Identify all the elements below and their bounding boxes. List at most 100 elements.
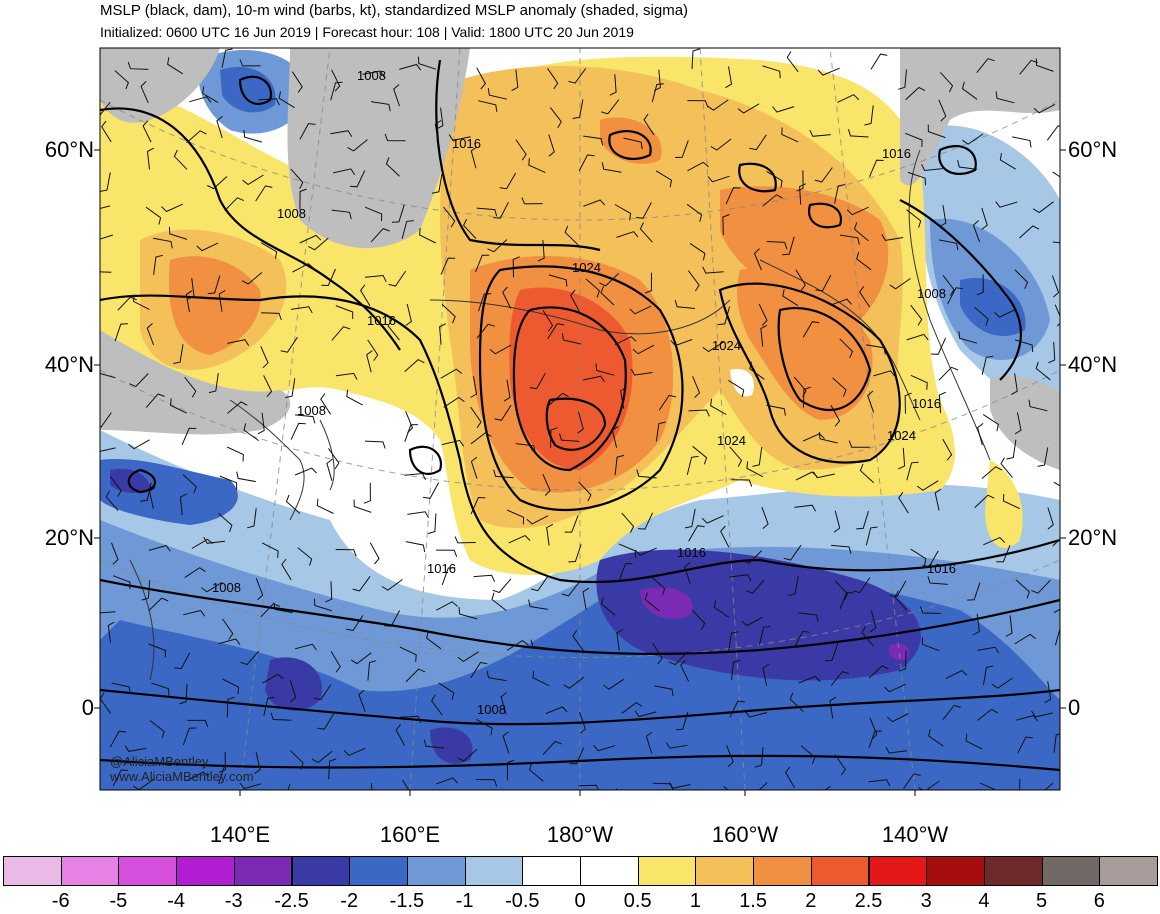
isobar-label: 1016 — [912, 396, 941, 411]
colorbar-swatch — [118, 856, 178, 886]
wind-barb — [191, 538, 214, 549]
wind-barb — [601, 162, 622, 173]
wind-barb — [579, 711, 586, 734]
wind-barb — [112, 769, 129, 787]
wind-barb — [405, 303, 412, 326]
wind-barb — [515, 139, 527, 161]
wind-barb — [635, 202, 652, 219]
wind-barb — [473, 574, 496, 582]
lon-label-160e: 160°E — [379, 822, 441, 847]
wind-barb — [918, 780, 940, 790]
wind-barb — [1053, 481, 1060, 487]
lat-label-60n-right: 60°N — [1068, 137, 1118, 162]
wind-barb — [766, 241, 788, 250]
wind-barb — [726, 745, 734, 768]
wind-barb — [532, 670, 550, 687]
wind-barb — [981, 355, 994, 375]
wind-barb — [208, 373, 219, 394]
wind-barb — [1046, 125, 1060, 141]
colorbar-swatch — [1041, 856, 1101, 886]
wind-barb — [994, 308, 1017, 318]
wind-barb — [285, 494, 301, 514]
wind-barb — [202, 86, 219, 104]
wind-barb — [620, 386, 627, 409]
wind-barb — [299, 123, 316, 140]
wind-barb — [145, 393, 165, 408]
wind-barb — [335, 305, 354, 319]
wind-barb — [261, 542, 279, 559]
wind-barb — [869, 159, 884, 177]
wind-barb — [583, 199, 606, 207]
wind-barb — [153, 254, 163, 275]
wind-barb — [401, 220, 414, 239]
wind-barb — [218, 766, 232, 785]
wind-barb — [599, 273, 620, 287]
wind-barb — [616, 231, 639, 238]
wind-barb — [290, 422, 306, 440]
wind-barb — [784, 766, 796, 789]
wind-barb — [741, 616, 764, 627]
wind-barb — [621, 512, 635, 533]
wind-barb — [670, 339, 693, 347]
wind-barb — [919, 606, 941, 614]
wind-barb — [493, 201, 509, 219]
wind-barb — [167, 57, 184, 75]
lat-label-0-left: 0 — [81, 695, 94, 720]
wind-barb — [766, 170, 783, 188]
wind-barb — [530, 575, 549, 592]
wind-barb — [856, 511, 869, 530]
colorbar-label: 2.5 — [854, 890, 883, 912]
wind-barb — [183, 609, 206, 617]
wind-barb — [977, 646, 1000, 654]
wind-barb — [174, 652, 191, 670]
wind-barb — [611, 425, 619, 448]
wind-barb — [710, 138, 732, 151]
colorbar-swatch — [233, 856, 293, 886]
wind-barb — [502, 731, 510, 754]
wind-barb — [1047, 507, 1054, 530]
wind-barb — [758, 782, 768, 790]
wind-barb — [977, 423, 984, 446]
wind-barb — [569, 289, 580, 312]
wind-barb — [262, 673, 284, 684]
wind-barb — [906, 461, 919, 481]
lat-label-0-right: 0 — [1068, 695, 1081, 720]
wind-barb — [839, 234, 860, 245]
wind-barb — [906, 333, 929, 341]
wind-barb — [443, 396, 465, 408]
wind-barb — [658, 394, 677, 411]
wind-barb — [489, 344, 512, 355]
wind-barb — [542, 740, 562, 755]
wind-barb — [561, 333, 582, 345]
wind-barb — [499, 172, 517, 190]
wind-barb — [728, 631, 739, 651]
wind-barb — [476, 323, 495, 339]
wind-barb — [593, 744, 616, 752]
wind-barb — [263, 375, 273, 398]
wind-barb — [105, 490, 119, 511]
wind-barb — [146, 323, 155, 346]
wind-barb — [399, 63, 422, 71]
wind-barb — [889, 278, 911, 290]
wind-barb — [109, 476, 122, 497]
wind-barb — [387, 319, 400, 341]
wind-barb — [578, 481, 592, 502]
wind-barb — [184, 567, 206, 579]
colorbar-swatch — [580, 856, 639, 886]
wind-barb — [1019, 779, 1021, 790]
wind-barb — [814, 167, 833, 183]
wind-barb — [388, 270, 407, 287]
wind-barb — [470, 661, 488, 678]
wind-barb — [938, 99, 947, 122]
colorbar-swatch — [868, 856, 928, 886]
wind-barb — [796, 170, 804, 192]
wind-barb — [114, 323, 128, 342]
wind-barb — [179, 683, 188, 705]
wind-barb — [370, 101, 391, 112]
wind-barb — [101, 120, 112, 143]
wind-barb — [865, 526, 878, 546]
wind-barb — [436, 549, 458, 557]
wind-barb — [506, 759, 515, 781]
wind-barb — [982, 665, 994, 686]
wind-barb — [216, 116, 223, 139]
